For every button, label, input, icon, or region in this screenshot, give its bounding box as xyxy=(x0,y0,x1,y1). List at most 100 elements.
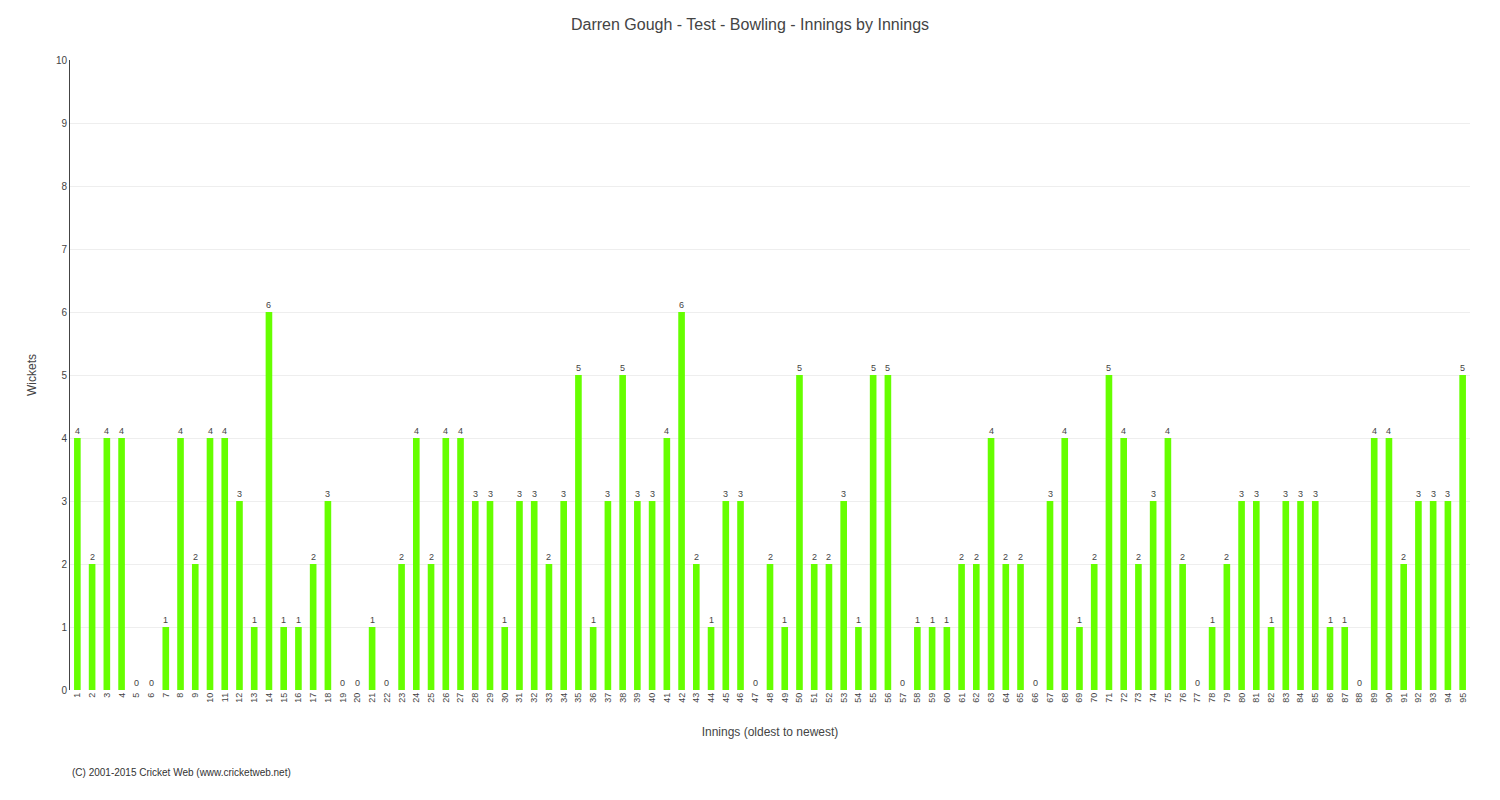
svg-text:77: 77 xyxy=(1192,693,1202,703)
svg-text:71: 71 xyxy=(1104,693,1114,703)
svg-text:19: 19 xyxy=(338,693,348,703)
svg-text:2: 2 xyxy=(1003,552,1008,562)
svg-text:0: 0 xyxy=(753,678,758,688)
svg-text:3: 3 xyxy=(1048,489,1053,499)
svg-text:5: 5 xyxy=(797,363,802,373)
svg-text:3: 3 xyxy=(650,489,655,499)
svg-text:45: 45 xyxy=(721,693,731,703)
svg-text:6: 6 xyxy=(679,300,684,310)
svg-text:0: 0 xyxy=(149,678,154,688)
svg-text:37: 37 xyxy=(603,693,613,703)
svg-text:4: 4 xyxy=(1386,426,1391,436)
svg-text:52: 52 xyxy=(824,693,834,703)
svg-text:9: 9 xyxy=(190,693,200,698)
svg-text:88: 88 xyxy=(1354,693,1364,703)
svg-text:7: 7 xyxy=(161,693,171,698)
svg-text:14: 14 xyxy=(264,693,274,703)
svg-text:6: 6 xyxy=(146,693,156,698)
svg-text:8: 8 xyxy=(61,181,67,192)
svg-text:4: 4 xyxy=(208,426,213,436)
svg-text:47: 47 xyxy=(750,693,760,703)
svg-text:23: 23 xyxy=(397,693,407,703)
svg-text:3: 3 xyxy=(532,489,537,499)
svg-text:2: 2 xyxy=(1401,552,1406,562)
svg-text:2: 2 xyxy=(694,552,699,562)
svg-text:1: 1 xyxy=(1328,615,1333,625)
svg-text:73: 73 xyxy=(1133,693,1143,703)
svg-text:0: 0 xyxy=(384,678,389,688)
svg-text:48: 48 xyxy=(765,693,775,703)
svg-text:95: 95 xyxy=(1458,693,1468,703)
svg-text:24: 24 xyxy=(411,693,421,703)
svg-text:50: 50 xyxy=(794,693,804,703)
svg-text:9: 9 xyxy=(61,118,67,129)
svg-text:0: 0 xyxy=(134,678,139,688)
svg-text:4: 4 xyxy=(222,426,227,436)
svg-text:3: 3 xyxy=(1151,489,1156,499)
svg-text:4: 4 xyxy=(1372,426,1377,436)
svg-text:1: 1 xyxy=(930,615,935,625)
svg-text:66: 66 xyxy=(1030,693,1040,703)
svg-text:1: 1 xyxy=(856,615,861,625)
svg-text:16: 16 xyxy=(293,693,303,703)
svg-text:5: 5 xyxy=(1460,363,1465,373)
svg-text:59: 59 xyxy=(927,693,937,703)
svg-text:69: 69 xyxy=(1074,693,1084,703)
svg-text:2: 2 xyxy=(1224,552,1229,562)
svg-text:3: 3 xyxy=(1445,489,1450,499)
svg-text:84: 84 xyxy=(1295,693,1305,703)
svg-text:62: 62 xyxy=(971,693,981,703)
svg-text:5: 5 xyxy=(131,693,141,698)
svg-text:3: 3 xyxy=(561,489,566,499)
svg-text:30: 30 xyxy=(500,693,510,703)
svg-text:1: 1 xyxy=(370,615,375,625)
svg-text:1: 1 xyxy=(1269,615,1274,625)
svg-text:3: 3 xyxy=(738,489,743,499)
svg-text:2: 2 xyxy=(61,559,67,570)
svg-text:2: 2 xyxy=(193,552,198,562)
svg-text:4: 4 xyxy=(1062,426,1067,436)
svg-text:2: 2 xyxy=(768,552,773,562)
svg-text:(C) 2001-2015 Cricket Web (www: (C) 2001-2015 Cricket Web (www.cricketwe… xyxy=(72,767,291,778)
svg-text:1: 1 xyxy=(944,615,949,625)
svg-text:4: 4 xyxy=(1165,426,1170,436)
svg-text:2: 2 xyxy=(1136,552,1141,562)
svg-text:82: 82 xyxy=(1266,693,1276,703)
svg-text:1: 1 xyxy=(1210,615,1215,625)
svg-text:2: 2 xyxy=(1092,552,1097,562)
svg-text:2: 2 xyxy=(429,552,434,562)
svg-text:1: 1 xyxy=(61,622,67,633)
svg-text:3: 3 xyxy=(723,489,728,499)
svg-text:87: 87 xyxy=(1340,693,1350,703)
svg-text:4: 4 xyxy=(104,426,109,436)
svg-text:0: 0 xyxy=(61,685,67,696)
svg-text:36: 36 xyxy=(588,693,598,703)
svg-text:91: 91 xyxy=(1399,693,1409,703)
svg-text:49: 49 xyxy=(780,693,790,703)
svg-text:81: 81 xyxy=(1251,693,1261,703)
svg-text:26: 26 xyxy=(441,693,451,703)
svg-text:4: 4 xyxy=(178,426,183,436)
svg-text:40: 40 xyxy=(647,693,657,703)
svg-text:3: 3 xyxy=(1313,489,1318,499)
svg-text:3: 3 xyxy=(517,489,522,499)
svg-text:3: 3 xyxy=(473,489,478,499)
svg-text:89: 89 xyxy=(1369,693,1379,703)
svg-text:3: 3 xyxy=(102,693,112,698)
svg-text:2: 2 xyxy=(546,552,551,562)
svg-text:54: 54 xyxy=(853,693,863,703)
svg-text:90: 90 xyxy=(1384,693,1394,703)
svg-text:1: 1 xyxy=(502,615,507,625)
svg-text:76: 76 xyxy=(1178,693,1188,703)
svg-text:31: 31 xyxy=(514,693,524,703)
svg-text:63: 63 xyxy=(986,693,996,703)
svg-text:0: 0 xyxy=(1195,678,1200,688)
svg-text:64: 64 xyxy=(1001,693,1011,703)
svg-text:35: 35 xyxy=(573,693,583,703)
svg-text:0: 0 xyxy=(1033,678,1038,688)
svg-text:20: 20 xyxy=(352,693,362,703)
svg-text:6: 6 xyxy=(266,300,271,310)
svg-text:5: 5 xyxy=(576,363,581,373)
svg-text:78: 78 xyxy=(1207,693,1217,703)
svg-text:0: 0 xyxy=(355,678,360,688)
